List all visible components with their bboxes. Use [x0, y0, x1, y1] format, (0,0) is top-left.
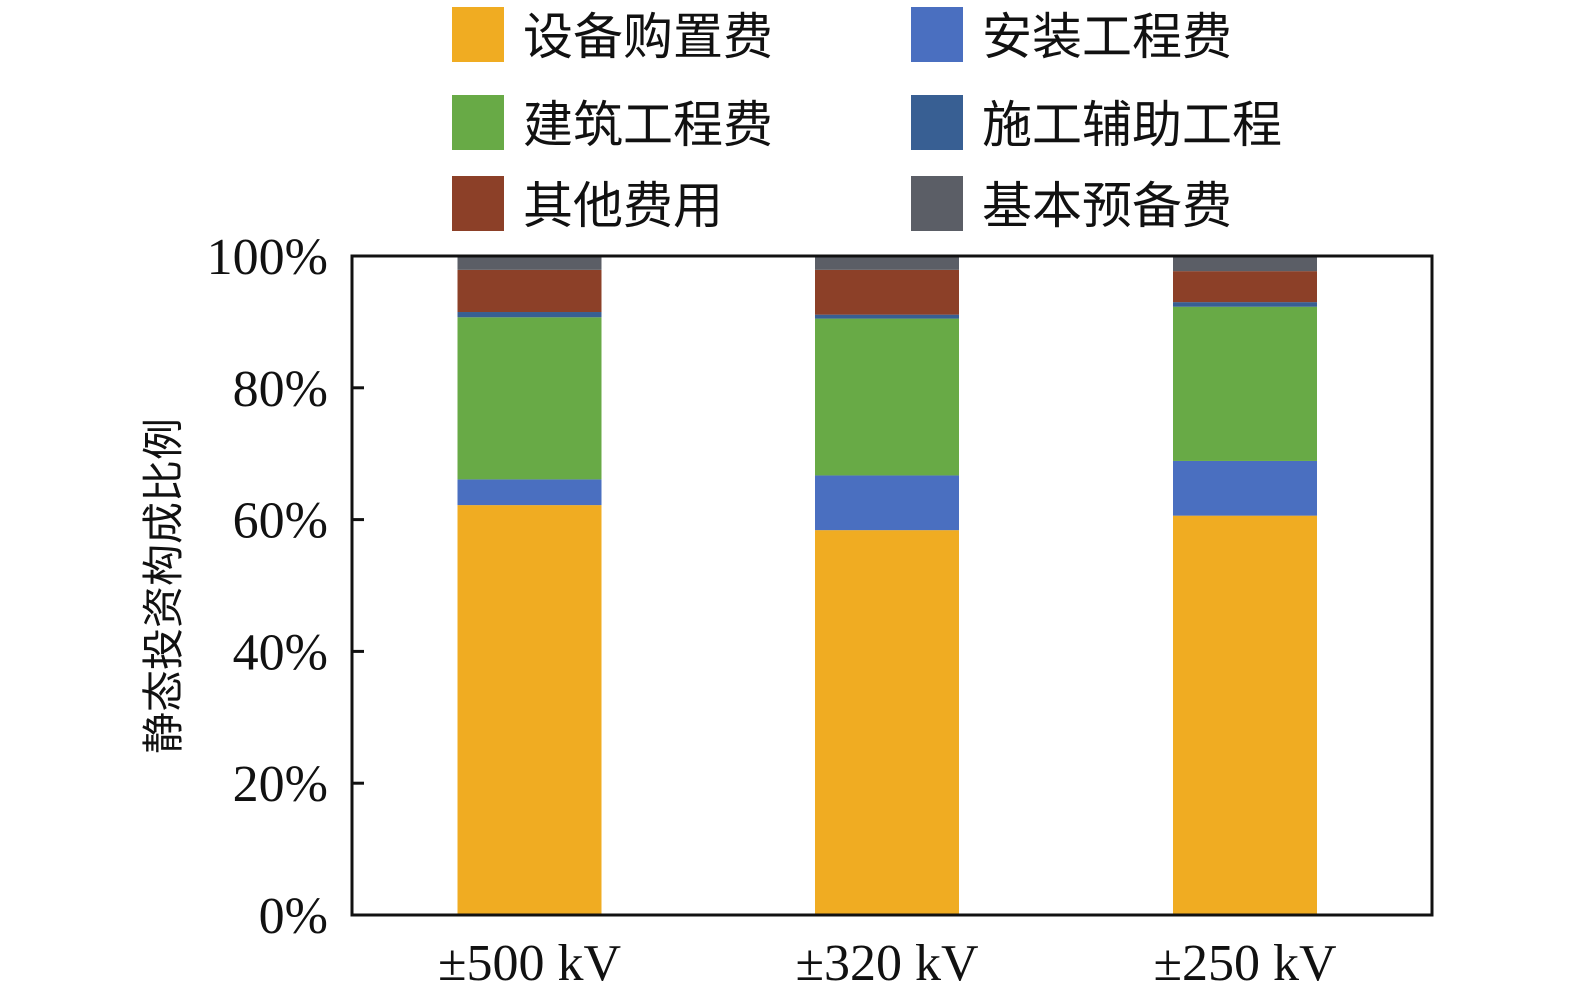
legend-label: 其他费用 — [523, 177, 723, 235]
y-tick-label: 40% — [233, 624, 328, 681]
bar-segment — [1173, 271, 1317, 303]
bar-segment — [1173, 306, 1317, 461]
y-tick-label: 100% — [207, 229, 328, 286]
bar-segment — [457, 479, 602, 506]
y-tick-label: 0% — [259, 888, 328, 945]
x-tick-label: ±500 kV — [438, 935, 621, 992]
y-tick-label: 20% — [233, 756, 328, 813]
bar-segment — [1173, 515, 1317, 915]
bar-segment — [457, 505, 602, 915]
y-axis-title: 静态投资构成比例 — [139, 418, 188, 754]
bar-stacks — [457, 256, 1317, 915]
legend-swatch — [452, 7, 504, 62]
bar-segment — [815, 269, 959, 315]
legend-label: 建筑工程费 — [523, 96, 773, 154]
bar-segment — [457, 256, 602, 270]
chart-axes: 0% 20% 40% 60% 80% 100% ±500 kV ±320 kV ±250 kV — [207, 229, 1434, 992]
legend-label: 基本预备费 — [982, 177, 1232, 235]
plot-frame — [350, 254, 1434, 917]
bar-segment — [457, 312, 602, 318]
legend-label: 设备购置费 — [523, 8, 773, 66]
x-tick-label: ±250 kV — [1153, 935, 1336, 992]
bar-segment — [457, 269, 602, 313]
bar-segment — [1173, 302, 1317, 307]
bar-segment — [457, 317, 602, 480]
bar-segment — [815, 530, 959, 915]
bar-segment — [815, 475, 959, 531]
bar-segment — [1173, 460, 1317, 516]
legend-label: 施工辅助工程 — [982, 96, 1282, 154]
bar-segment — [815, 318, 959, 476]
legend-swatch — [911, 7, 963, 62]
y-tick-label: 60% — [233, 493, 328, 550]
legend-swatch — [452, 95, 504, 150]
bar-segment — [1173, 256, 1317, 272]
legend-swatch — [452, 176, 504, 231]
legend-swatch — [911, 176, 963, 231]
legend-swatch — [911, 95, 963, 150]
legend-label: 安装工程费 — [982, 8, 1232, 66]
bar-segment — [815, 314, 959, 319]
y-tick-label: 80% — [233, 361, 328, 418]
x-tick-label: ±320 kV — [795, 935, 978, 992]
bar-segment — [815, 256, 959, 270]
